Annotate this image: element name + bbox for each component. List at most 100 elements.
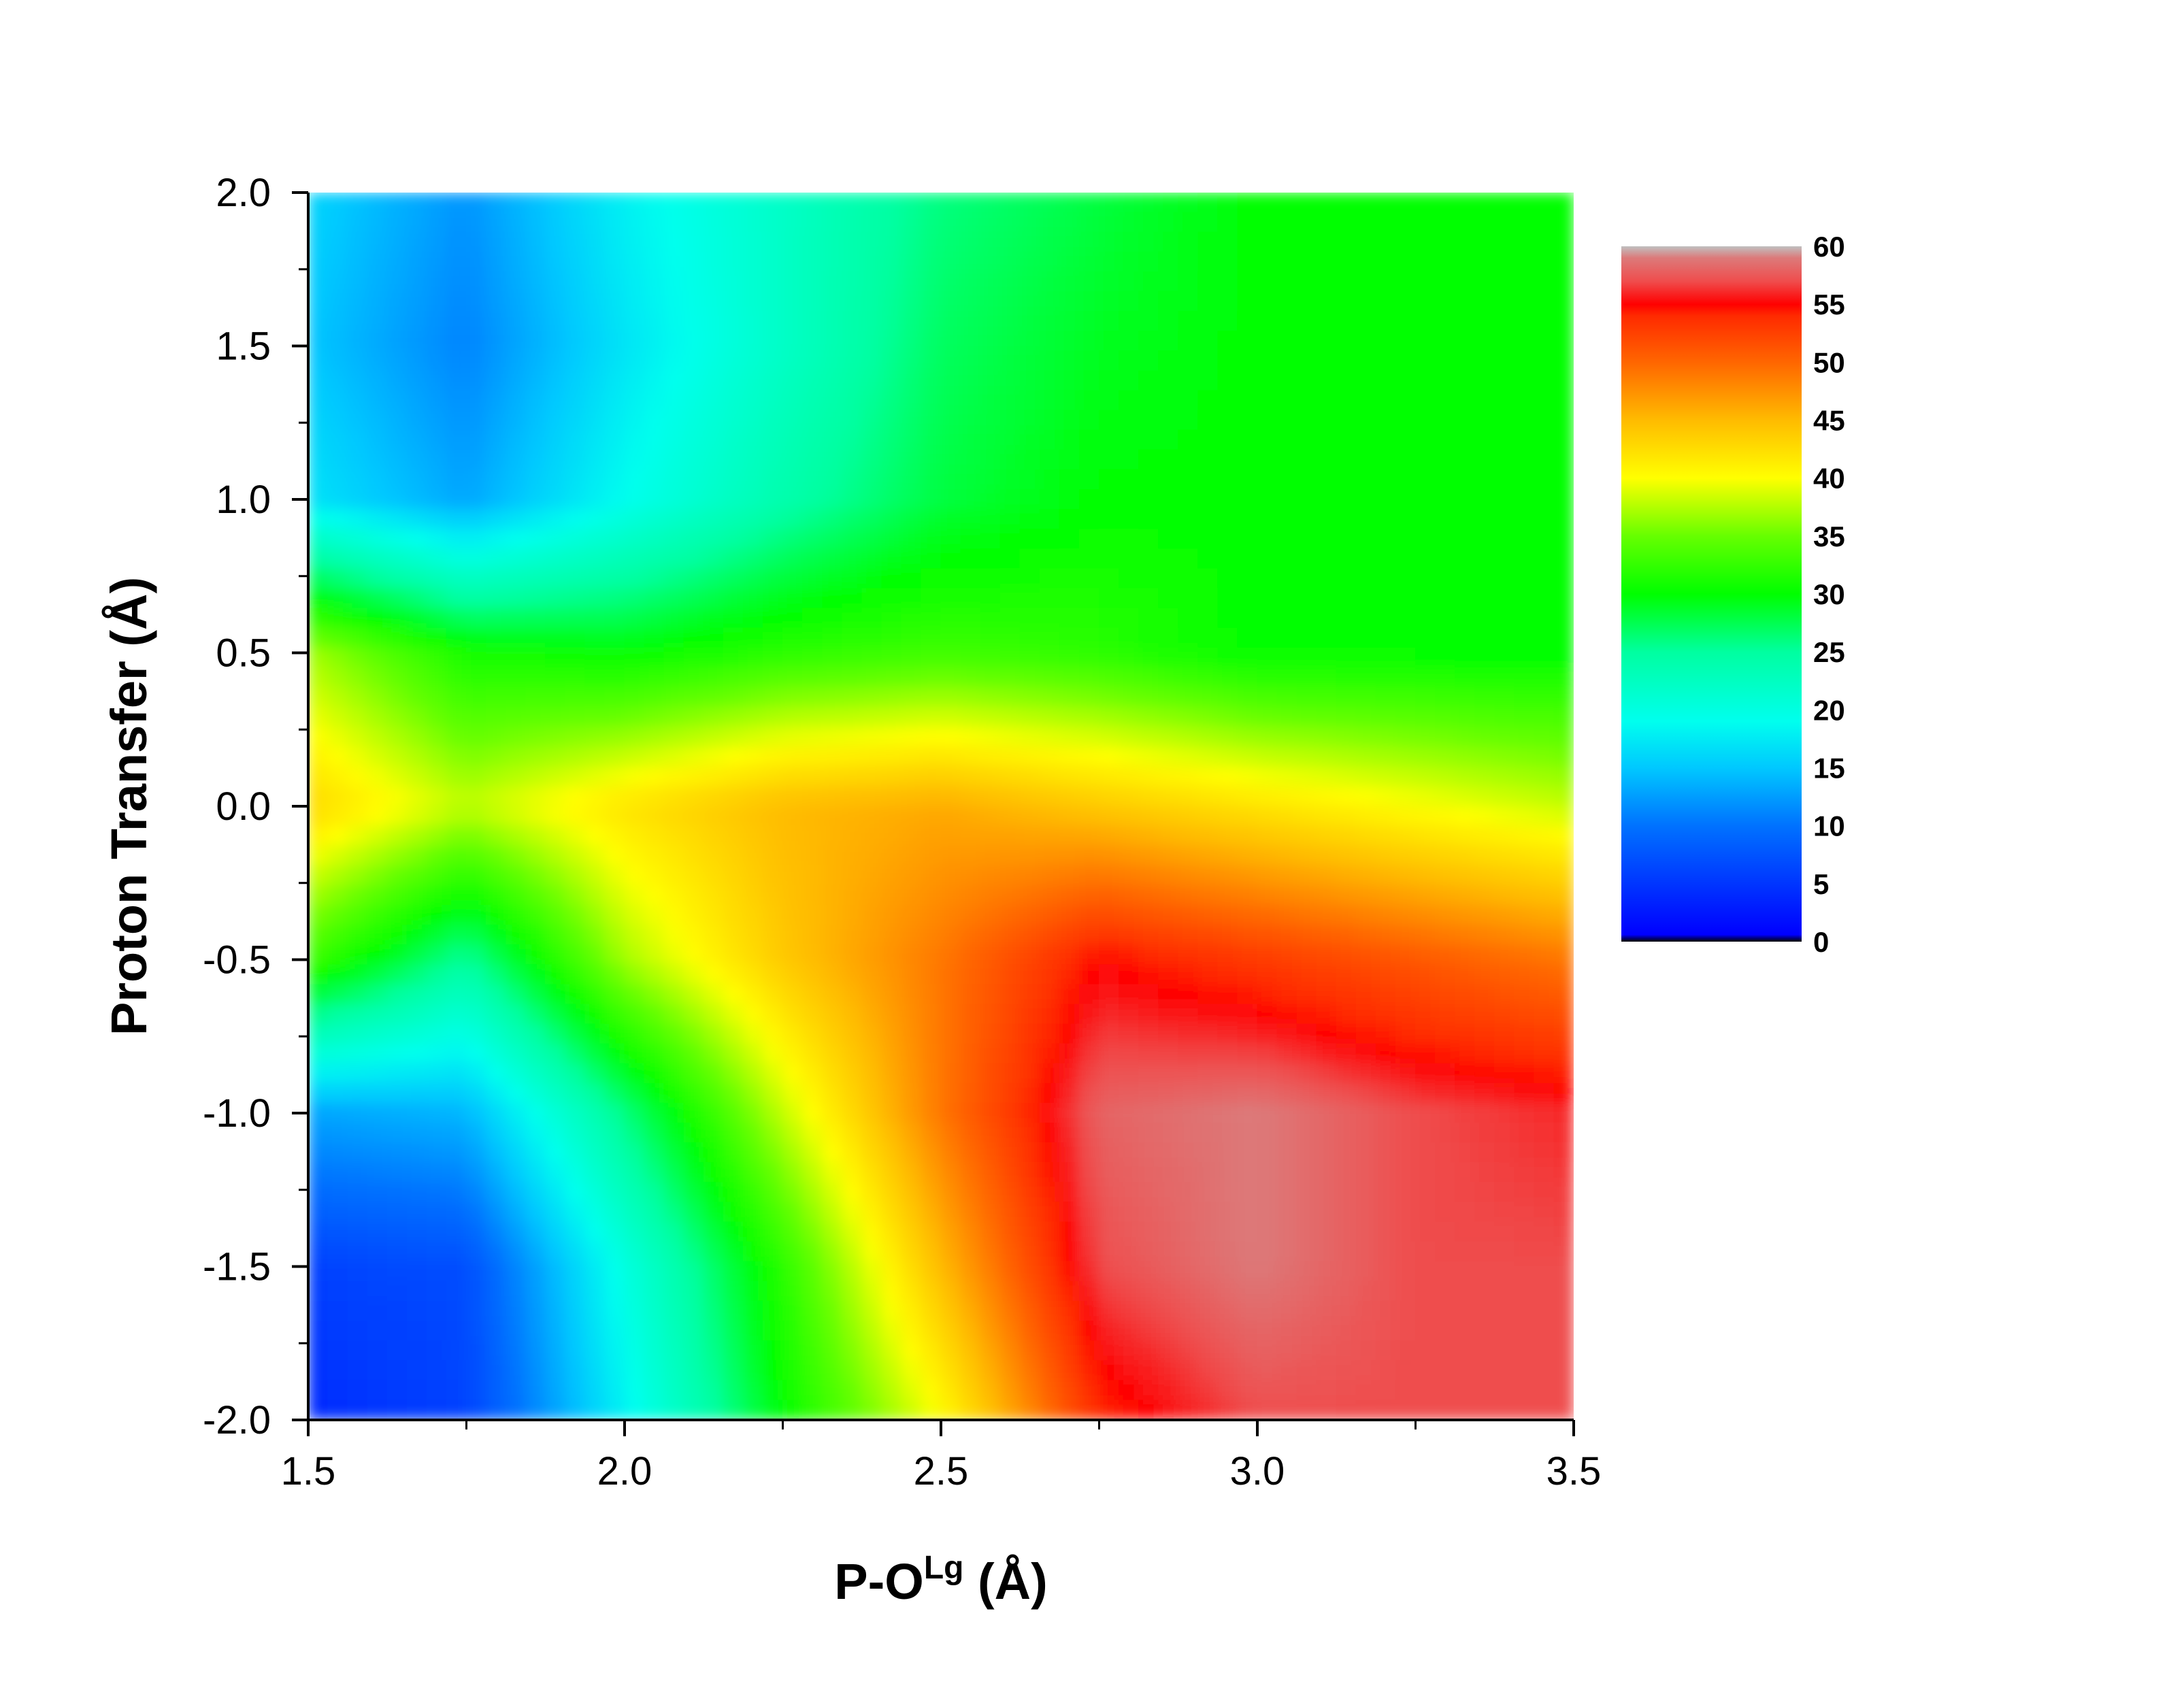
- heatmap-cell: [1514, 429, 1535, 450]
- heatmap-cell: [406, 410, 427, 431]
- heatmap-cell: [624, 390, 645, 411]
- heatmap-cell: [1336, 1400, 1357, 1420]
- heatmap-cell: [1296, 1023, 1317, 1044]
- heatmap-cell: [1178, 1142, 1199, 1163]
- heatmap-cell: [1534, 1023, 1555, 1044]
- heatmap-cell: [1078, 727, 1099, 748]
- heatmap-cell: [466, 1221, 487, 1242]
- heatmap-cell: [446, 1280, 467, 1302]
- heatmap-cell: [446, 1241, 467, 1262]
- heatmap-cell: [347, 529, 368, 550]
- heatmap-cell: [584, 1380, 606, 1401]
- heatmap-cell: [446, 647, 467, 668]
- heatmap-cell: [1019, 1162, 1040, 1183]
- heatmap-cell: [604, 925, 625, 946]
- heatmap-cell: [1316, 707, 1337, 728]
- heatmap-cell: [545, 311, 566, 332]
- heatmap-cell: [1336, 529, 1357, 550]
- heatmap-cell: [506, 1241, 527, 1262]
- heatmap-cell: [624, 509, 645, 530]
- heatmap-cell: [1059, 410, 1080, 431]
- heatmap-cell: [842, 331, 863, 352]
- heatmap-cell: [742, 707, 763, 728]
- heatmap-cell: [644, 944, 665, 965]
- heatmap-cell: [386, 667, 408, 688]
- heatmap-cell: [1237, 548, 1258, 569]
- heatmap-cell: [742, 1063, 763, 1084]
- heatmap-cell: [545, 548, 566, 569]
- heatmap-cell: [525, 964, 546, 985]
- heatmap-cell: [1494, 964, 1515, 985]
- heatmap-cell: [446, 925, 467, 946]
- heatmap-cell: [1375, 1102, 1396, 1124]
- heatmap-cell: [1119, 865, 1140, 886]
- heatmap-cell: [901, 449, 922, 470]
- heatmap-cell: [683, 1321, 704, 1342]
- heatmap-cell: [1257, 1261, 1278, 1282]
- heatmap-cell: [703, 806, 724, 827]
- heatmap-cell: [881, 212, 902, 233]
- heatmap-cell: [1078, 1162, 1099, 1183]
- heatmap-cell: [1336, 686, 1357, 708]
- heatmap-cell: [1296, 489, 1317, 510]
- heatmap-cell: [367, 845, 388, 866]
- heatmap-cell: [861, 1023, 882, 1044]
- heatmap-cell: [406, 1380, 427, 1401]
- heatmap-cell: [1375, 1241, 1396, 1262]
- heatmap-cell: [1296, 370, 1317, 391]
- heatmap-cell: [1276, 529, 1297, 550]
- colorbar-tick-label: 15: [1813, 752, 1845, 784]
- heatmap-cell: [940, 1142, 961, 1163]
- heatmap-cell: [921, 845, 942, 866]
- heatmap-cell: [1494, 786, 1515, 807]
- heatmap-cell: [1534, 1004, 1555, 1025]
- heatmap-cell: [1415, 1162, 1436, 1183]
- heatmap-cell: [565, 548, 586, 569]
- heatmap-cell: [1078, 647, 1099, 668]
- heatmap-cell: [1435, 647, 1456, 668]
- heatmap-cell: [1494, 429, 1515, 450]
- heatmap-cell: [703, 509, 724, 530]
- heatmap-cell: [960, 1321, 981, 1342]
- heatmap-cell: [1494, 904, 1515, 926]
- heatmap-cell: [1336, 251, 1357, 272]
- heatmap-cell: [999, 667, 1021, 688]
- heatmap-cell: [999, 627, 1021, 648]
- heatmap-cell: [1197, 1123, 1219, 1144]
- heatmap-cell: [1494, 212, 1515, 233]
- heatmap-cell: [822, 193, 843, 213]
- heatmap-cell: [1237, 469, 1258, 490]
- heatmap-cell: [683, 271, 704, 292]
- heatmap-cell: [584, 1142, 606, 1163]
- heatmap-cell: [1375, 1142, 1396, 1163]
- heatmap-cell: [525, 686, 546, 708]
- heatmap-cell: [1178, 944, 1199, 965]
- heatmap-cell: [1099, 984, 1120, 1005]
- heatmap-cell: [940, 1043, 961, 1064]
- heatmap-cell: [1534, 904, 1555, 926]
- heatmap-cell: [1158, 548, 1179, 569]
- heatmap-cell: [1474, 1321, 1495, 1342]
- heatmap-cell: [822, 964, 843, 985]
- heatmap-cell: [1296, 727, 1317, 748]
- heatmap-cell: [782, 193, 804, 213]
- heatmap-cell: [1197, 667, 1219, 688]
- heatmap-cell: [940, 608, 961, 629]
- heatmap-cell: [1019, 667, 1040, 688]
- heatmap-cell: [683, 193, 704, 213]
- heatmap-cell: [1455, 667, 1476, 688]
- heatmap-cell: [940, 212, 961, 233]
- heatmap-cell: [1395, 1182, 1416, 1203]
- heatmap-cell: [1276, 786, 1297, 807]
- heatmap-cell: [683, 529, 704, 550]
- heatmap-cell: [723, 608, 744, 629]
- heatmap-cell: [466, 686, 487, 708]
- heatmap-cell: [1078, 1082, 1099, 1104]
- heatmap-cell: [723, 1142, 744, 1163]
- heatmap-cell: [822, 1162, 843, 1183]
- heatmap-cell: [822, 627, 843, 648]
- heatmap-cell: [1158, 1300, 1179, 1322]
- heatmap-cell: [446, 786, 467, 807]
- heatmap-cell: [1138, 1162, 1159, 1183]
- heatmap-cell: [506, 608, 527, 629]
